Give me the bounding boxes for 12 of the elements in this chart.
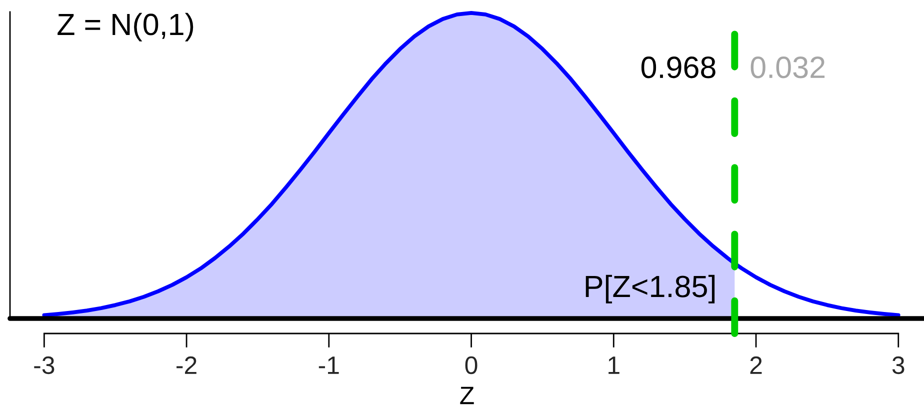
chart-title: Z = N(0,1) [58,12,194,42]
annotation: 0.968 [641,56,716,78]
x-tick-label: -1 [318,356,339,374]
x-tick-label: 3 [892,356,904,374]
x-tick-label: 2 [750,356,762,374]
annotation: 0.032 [750,56,825,78]
x-tick-label: -3 [34,356,54,374]
x-axis-title: Z [460,386,474,404]
annotation: P[Z<1.85] [586,274,715,304]
x-tick-label: 1 [608,356,620,374]
x-tick-label: -2 [176,356,196,374]
x-tick-label: 0 [465,356,478,374]
